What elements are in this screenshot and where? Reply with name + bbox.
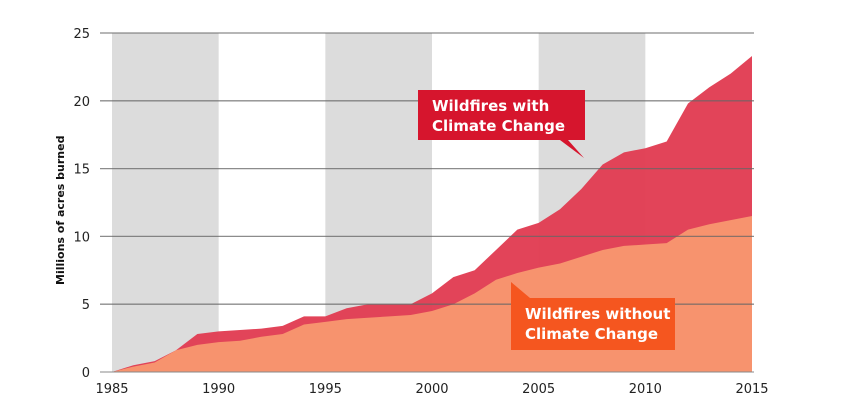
y-tick-label: 15 xyxy=(73,163,90,178)
y-tick-label: 10 xyxy=(73,230,90,245)
x-tick-label: 2015 xyxy=(735,382,768,397)
x-tick-label: 2000 xyxy=(415,382,448,397)
y-tick-label: 5 xyxy=(82,298,90,313)
callout-with-climate-change: Wildfires with Climate Change xyxy=(418,90,585,158)
x-tick-label: 2005 xyxy=(522,382,555,397)
y-tick-label: 25 xyxy=(73,27,90,42)
y-axis-label: Millions of acres burned xyxy=(54,136,67,285)
callout-with-line1: Wildfires with xyxy=(432,97,549,115)
callout-without-climate-change: Wildfires without Climate Change xyxy=(511,282,675,350)
x-tick-label: 1995 xyxy=(309,382,342,397)
x-tick-label: 1985 xyxy=(95,382,128,397)
x-tick-label: 2010 xyxy=(629,382,662,397)
callout-with-line2: Climate Change xyxy=(432,117,565,135)
shaded-band xyxy=(112,33,219,372)
callout-without-line2: Climate Change xyxy=(525,325,658,343)
y-tick-label: 0 xyxy=(82,366,90,381)
x-tick-label: 1990 xyxy=(202,382,235,397)
y-tick-label: 20 xyxy=(73,95,90,110)
callout-without-line1: Wildfires without xyxy=(525,305,670,323)
